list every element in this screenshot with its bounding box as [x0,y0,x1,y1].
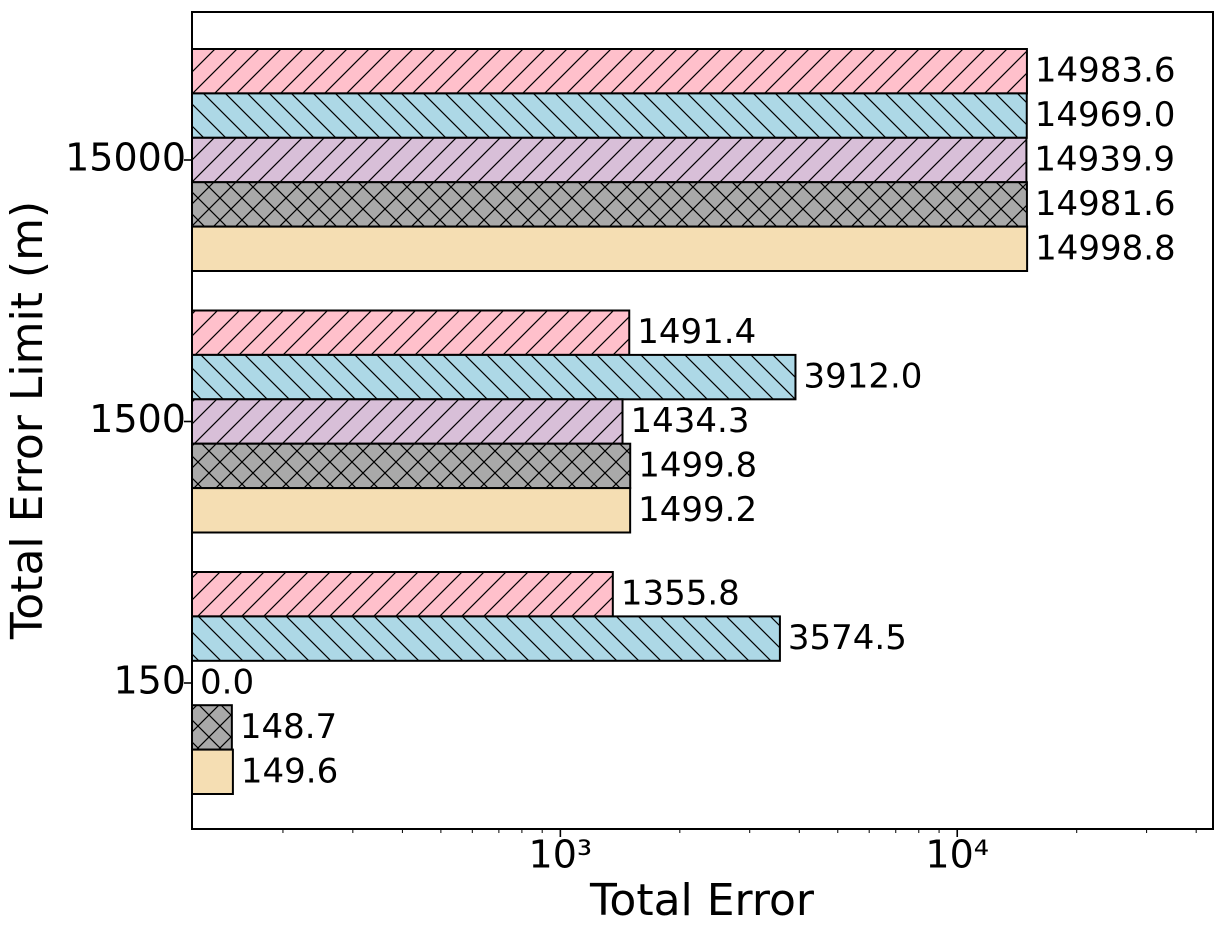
y-axis-label: Total Error Limit (m) [2,201,53,640]
bar-hatch [192,354,796,400]
plot-area [191,48,1029,795]
axes-frame [191,11,1214,830]
bar-hatch [192,49,1027,94]
value-label: 1434.3 [631,401,750,441]
value-label: 14983.6 [1035,51,1176,91]
bar-hatch [192,93,1027,138]
x-tick-label: 10³ [529,833,593,877]
value-label: 14998.8 [1035,228,1176,268]
bar-hatch [192,705,232,750]
y-tick-label: 15000 [65,136,186,180]
value-label: 1499.2 [638,490,757,530]
bar-hatch [192,572,613,617]
bar-hatch [192,310,630,355]
bar-hatch [192,616,780,661]
value-label: 149.6 [241,751,338,791]
bar [191,487,632,534]
value-label: 3912.0 [803,357,922,397]
value-label: 14969.0 [1035,95,1176,135]
bar-hatch [192,182,1027,227]
value-label: 1491.4 [637,312,756,352]
bar-hatch [192,137,1027,183]
y-tick-label: 150 [113,659,186,703]
value-label: 14939.9 [1034,140,1175,180]
x-tick-label: 10⁴ [925,833,989,877]
value-label: 1499.8 [638,445,757,485]
x-axis-label: Total Error [589,875,815,926]
value-label: 0.0 [200,663,254,703]
value-label: 1355.8 [621,574,740,614]
value-label: 3574.5 [788,618,907,658]
bar [191,225,1029,273]
bar [191,748,234,795]
bar-hatch [192,443,631,489]
bar-hatch [192,399,623,444]
y-tick-label: 1500 [89,397,186,441]
value-label: 14981.6 [1035,184,1176,224]
value-label: 148.7 [240,707,337,747]
